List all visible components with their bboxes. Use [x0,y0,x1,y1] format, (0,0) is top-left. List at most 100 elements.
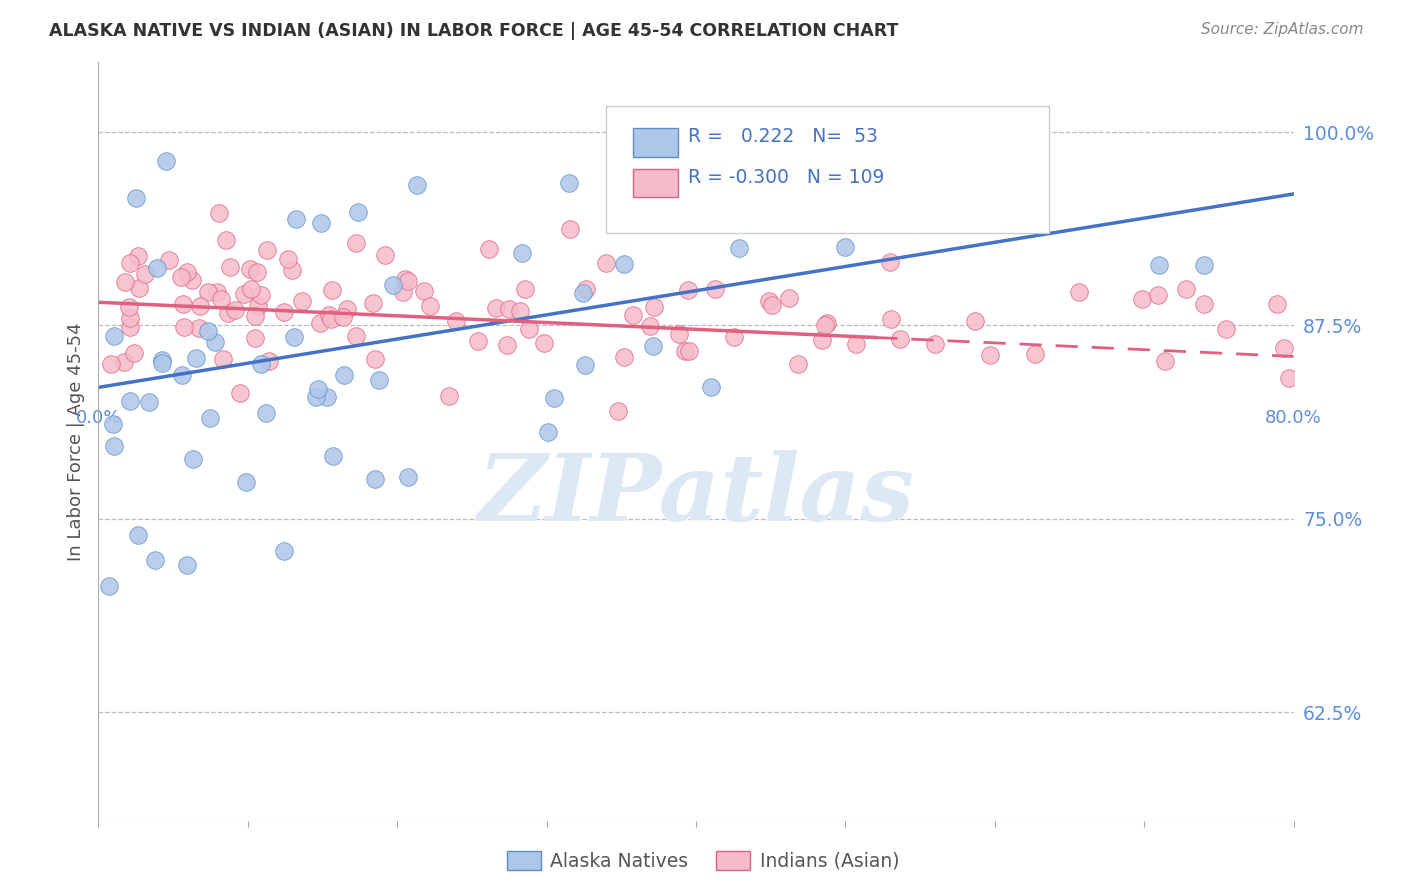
Point [118,256,141,270]
Point [134,268,156,282]
Point [249,357,271,371]
Point [758,294,780,309]
Legend: Alaska Natives, Indians (Asian): Alaska Natives, Indians (Asian) [499,843,907,878]
Point [97,578,120,592]
Point [924,337,946,351]
Point [197,285,219,299]
Point [643,301,665,315]
Point [100,357,122,371]
Point [571,286,593,301]
Point [184,351,207,365]
Point [613,257,636,271]
Point [1215,322,1237,336]
Point [170,269,193,284]
Point [382,277,405,292]
Point [233,286,256,301]
Point [103,329,125,343]
Point [197,324,219,338]
Text: ZIPatlas: ZIPatlas [478,450,914,540]
Point [676,283,699,297]
Point [778,291,800,305]
Point [673,344,696,359]
Point [284,212,307,227]
Point [478,242,501,256]
Point [254,406,277,420]
Point [344,328,367,343]
Point [145,260,167,275]
Point [309,316,332,330]
Point [467,334,489,348]
Point [727,241,749,255]
Point [1278,371,1301,385]
Point [879,255,901,269]
Point [103,439,125,453]
Point [118,319,141,334]
Point [405,178,427,192]
Point [256,243,278,257]
Point [815,316,838,330]
Point [114,275,136,289]
Point [181,452,204,467]
Point [307,382,329,396]
Point [239,261,262,276]
Point [321,284,343,298]
Point [318,309,340,323]
Point [413,285,436,299]
Point [319,311,342,326]
Point [246,265,269,279]
Point [1175,282,1198,296]
Point [963,314,986,328]
Point [250,288,273,302]
Point [305,390,328,404]
Point [205,285,228,300]
Point [336,301,359,316]
Bar [633,169,678,197]
Point [498,302,520,317]
Point [1130,292,1153,306]
Point [979,348,1001,362]
Text: 0.0%: 0.0% [76,409,121,427]
Point [103,417,125,432]
Text: 80.0%: 80.0% [1265,409,1322,427]
Point [396,469,419,483]
Point [138,395,160,409]
Point [217,306,239,320]
Point [510,245,533,260]
Point [845,337,868,351]
Point [128,281,150,295]
Point [170,368,193,382]
Point [517,322,540,336]
Point [181,273,204,287]
Point [122,345,145,359]
Point [204,334,226,349]
Point [235,475,257,490]
Point [188,320,211,334]
Point [364,352,387,367]
Point [127,249,149,263]
Point [209,292,232,306]
Point [291,294,314,309]
Point [394,271,416,285]
Point [1024,346,1046,360]
Point [374,248,396,262]
Point [281,263,304,277]
Point [224,302,246,317]
Point [607,403,630,417]
Text: ALASKA NATIVE VS INDIAN (ASIAN) IN LABOR FORCE | AGE 45-54 CORRELATION CHART: ALASKA NATIVE VS INDIAN (ASIAN) IN LABOR… [49,22,898,40]
Point [364,472,387,486]
Point [257,354,280,368]
Point [361,295,384,310]
Point [1154,354,1177,368]
Point [723,330,745,344]
Point [228,386,250,401]
Y-axis label: In Labor Force | Age 45-54: In Labor Force | Age 45-54 [66,322,84,561]
Point [392,285,415,299]
Point [786,357,808,371]
Point [143,553,166,567]
Point [437,389,460,403]
Point [485,301,508,315]
Point [1194,297,1216,311]
Point [127,527,149,541]
Point [283,330,305,344]
Point [1067,285,1090,300]
